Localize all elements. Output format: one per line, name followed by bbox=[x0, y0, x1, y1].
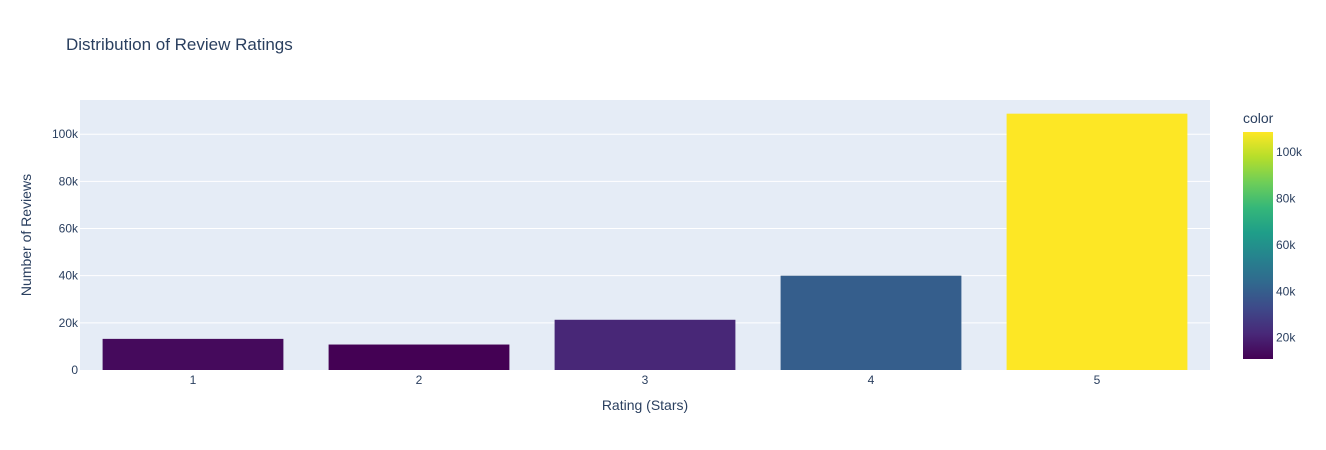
bar-rating-5 bbox=[1006, 113, 1188, 371]
x-tick-label: 1 bbox=[190, 373, 197, 387]
bar-rating-2 bbox=[328, 344, 510, 370]
x-tick-label: 4 bbox=[868, 373, 875, 387]
y-axis-title: Number of Reviews bbox=[18, 174, 34, 296]
colorbar-title: color bbox=[1243, 110, 1274, 126]
y-tick-label: 100k bbox=[52, 127, 79, 141]
x-tick-label: 3 bbox=[642, 373, 649, 387]
colorbar-tick-label: 40k bbox=[1276, 284, 1296, 298]
colorbar-tick-label: 80k bbox=[1276, 192, 1296, 206]
y-tick-label: 80k bbox=[59, 174, 79, 188]
colorbar: color 20k 40k 60k 80k 100k bbox=[1243, 110, 1303, 359]
colorbar-tick-label: 20k bbox=[1276, 331, 1296, 345]
colorbar-ticks: 20k 40k 60k 80k 100k bbox=[1276, 145, 1303, 344]
x-tick-label: 5 bbox=[1094, 373, 1101, 387]
y-tick-label: 20k bbox=[59, 316, 79, 330]
colorbar-gradient bbox=[1243, 132, 1273, 359]
y-axis-ticks: 0 20k 40k 60k 80k 100k bbox=[52, 127, 79, 377]
bar-rating-1 bbox=[102, 338, 284, 370]
colorbar-tick-label: 100k bbox=[1276, 145, 1303, 159]
y-tick-label: 40k bbox=[59, 269, 79, 283]
bar-rating-4 bbox=[780, 275, 962, 370]
x-axis-ticks: 1 2 3 4 5 bbox=[190, 373, 1101, 387]
bar-rating-3 bbox=[554, 319, 736, 370]
bars bbox=[102, 113, 1188, 371]
colorbar-tick-label: 60k bbox=[1276, 238, 1296, 252]
y-tick-label: 0 bbox=[71, 363, 78, 377]
y-tick-label: 60k bbox=[59, 222, 79, 236]
x-axis-title: Rating (Stars) bbox=[602, 397, 688, 413]
chart-title: Distribution of Review Ratings bbox=[66, 35, 293, 54]
x-tick-label: 2 bbox=[416, 373, 423, 387]
